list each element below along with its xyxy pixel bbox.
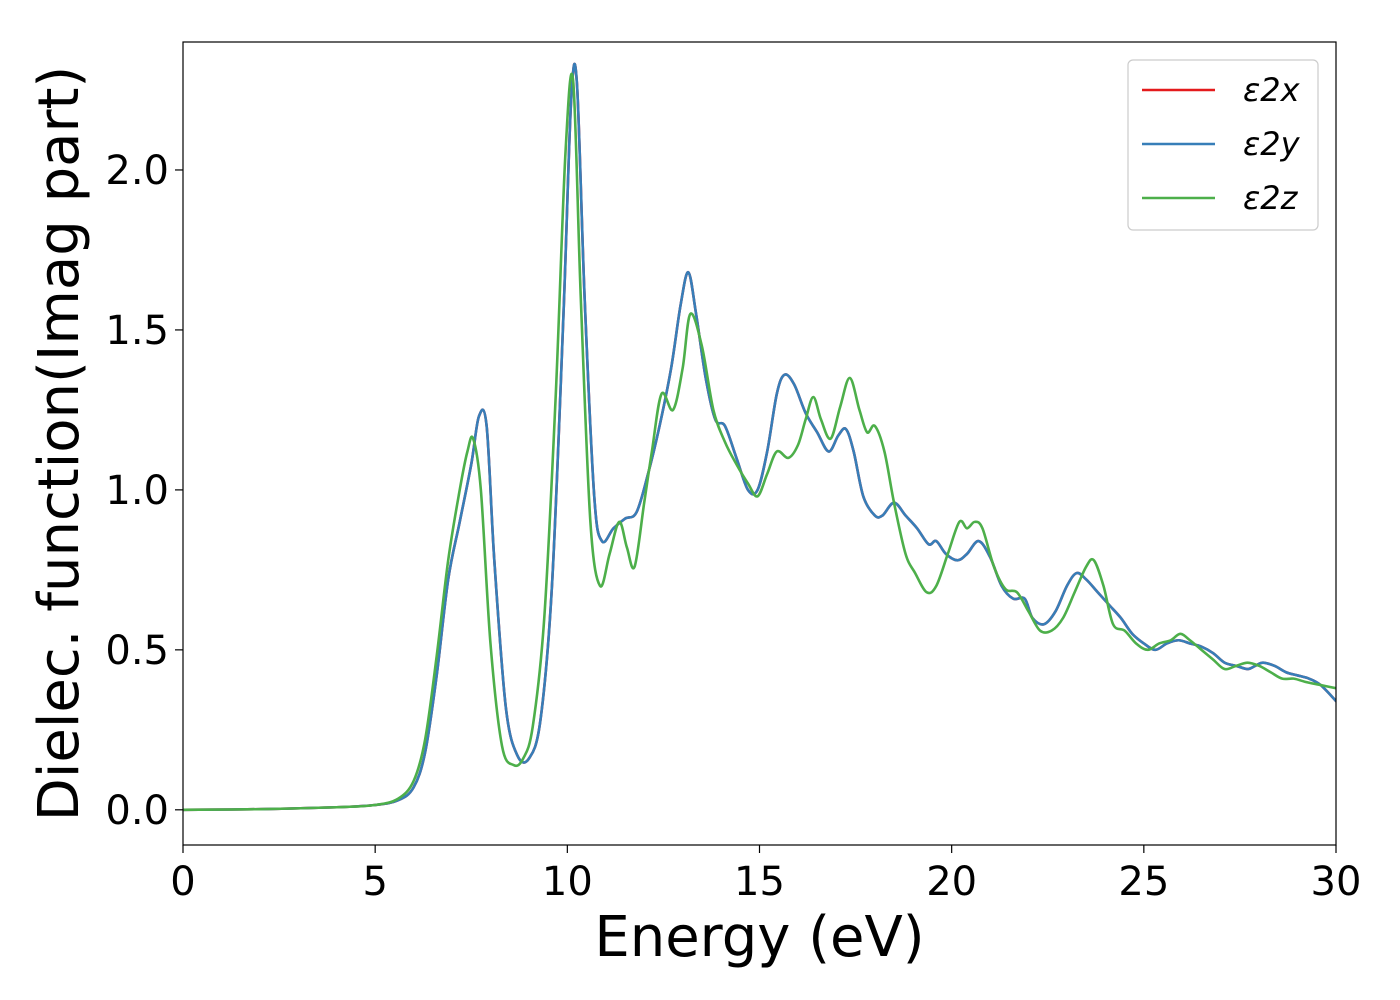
x-axis-title: Energy (eV): [594, 905, 924, 970]
x-tick-label: 5: [362, 859, 387, 905]
series-layer: [183, 62, 1336, 812]
x-axis-ticks: 0 5 10 15 20 25 30: [170, 845, 1361, 905]
y-tick-label: 1.0: [105, 468, 169, 514]
y-tick-label: 0.0: [105, 788, 169, 834]
x-tick-label: 30: [1311, 859, 1362, 905]
y-tick-label: 0.5: [105, 628, 169, 674]
x-tick-label: 10: [542, 859, 593, 905]
legend-label-3: ε2z: [1243, 179, 1299, 217]
x-tick-label: 15: [734, 859, 785, 905]
legend-box: [1127, 59, 1319, 231]
y-axis-title: Dielec. function(Imag part): [27, 66, 92, 822]
series-line-3: [183, 72, 1336, 812]
x-tick-label: 25: [1118, 859, 1169, 905]
y-axis-ticks: 0.0 0.5 1.0 1.5 2.0: [105, 148, 183, 834]
legend-label-2: ε2y: [1243, 125, 1301, 163]
y-tick-label: 2.0: [105, 148, 169, 194]
legend: ε2x ε2y ε2z: [1127, 59, 1319, 231]
x-tick-label: 0: [170, 859, 195, 905]
legend-label-1: ε2x: [1243, 71, 1301, 109]
x-tick-label: 20: [926, 859, 977, 905]
y-tick-label: 1.5: [105, 308, 169, 354]
